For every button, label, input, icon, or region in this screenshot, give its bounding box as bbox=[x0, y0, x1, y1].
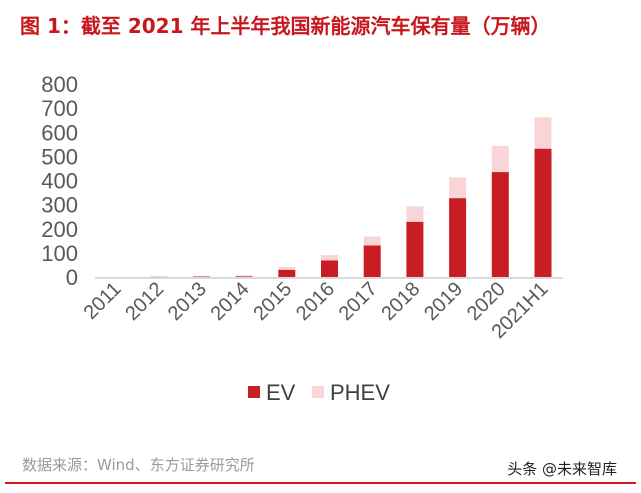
x-tick-label: 2018 bbox=[377, 278, 424, 325]
bar-ev-2020 bbox=[491, 172, 509, 277]
bar-phev-2021H1 bbox=[534, 117, 552, 149]
legend-label-phev: PHEV bbox=[330, 380, 390, 405]
bar-ev-2014 bbox=[235, 276, 253, 277]
bar-ev-2021H1 bbox=[534, 148, 552, 277]
bottom-divider bbox=[5, 482, 636, 484]
x-tick-label: 2012 bbox=[121, 278, 168, 325]
y-tick-label: 0 bbox=[66, 265, 78, 290]
y-tick-label: 400 bbox=[41, 169, 78, 194]
chart-title: 图 1：截至 2021 年上半年我国新能源汽车保有量（万辆） bbox=[20, 14, 551, 38]
bar-phev-2016 bbox=[321, 255, 338, 261]
bar-ev-2016 bbox=[321, 260, 338, 277]
y-tick-label: 500 bbox=[41, 144, 78, 169]
y-tick-label: 100 bbox=[41, 241, 78, 266]
bar-phev-2019 bbox=[449, 177, 467, 199]
x-tick-label: 2011 bbox=[80, 278, 126, 324]
bar-ev-2015 bbox=[278, 269, 296, 277]
bar-ev-2017 bbox=[363, 245, 381, 277]
x-tick-label: 2015 bbox=[249, 278, 296, 325]
y-tick-label: 200 bbox=[41, 217, 78, 242]
y-tick-label: 300 bbox=[41, 193, 78, 218]
source-note: 数据来源：Wind、东方证券研究所 bbox=[22, 456, 255, 474]
legend-swatch-phev bbox=[312, 386, 324, 398]
bar-ev-2018 bbox=[406, 221, 424, 277]
x-tick-label: 2016 bbox=[292, 278, 339, 325]
bar-phev-2017 bbox=[363, 236, 381, 246]
bar-phev-2020 bbox=[491, 146, 509, 173]
y-tick-label: 700 bbox=[41, 96, 78, 121]
x-tick-label: 2019 bbox=[420, 278, 467, 325]
y-tick-label: 800 bbox=[41, 72, 78, 97]
legend-swatch-ev bbox=[248, 386, 260, 398]
bar-phev-2014 bbox=[235, 275, 253, 277]
y-tick-label: 600 bbox=[41, 120, 78, 145]
bar-phev-2015 bbox=[278, 266, 296, 270]
watermark: 头条 @未来智库 bbox=[507, 460, 617, 478]
legend-label-ev: EV bbox=[266, 380, 296, 405]
bar-ev-2019 bbox=[449, 198, 467, 277]
bar-phev-2018 bbox=[406, 206, 424, 222]
x-tick-label: 2017 bbox=[335, 278, 382, 325]
x-tick-label: 2013 bbox=[164, 278, 211, 325]
x-tick-label: 2014 bbox=[207, 278, 254, 325]
